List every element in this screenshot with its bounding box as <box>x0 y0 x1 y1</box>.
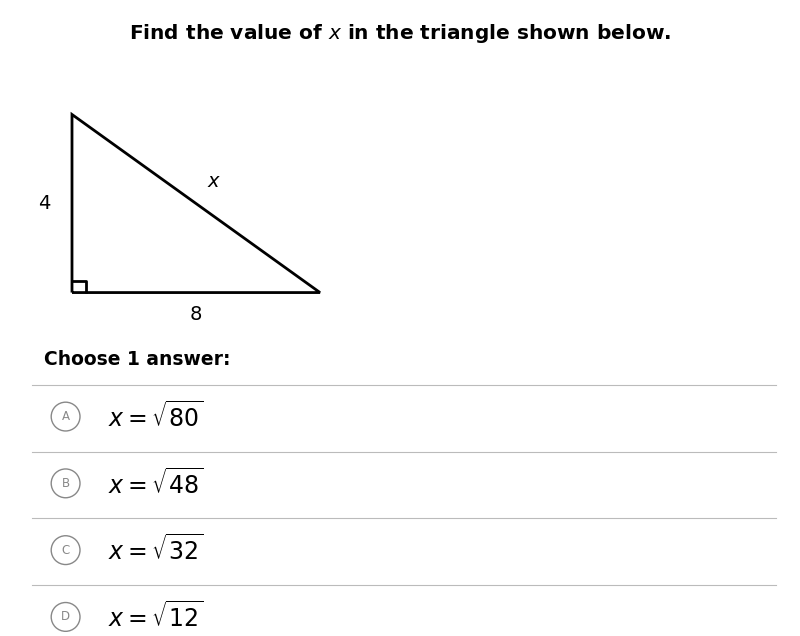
Text: $x = \sqrt{48}$: $x = \sqrt{48}$ <box>108 468 203 499</box>
Text: Choose 1 answer:: Choose 1 answer: <box>44 350 230 369</box>
Text: B: B <box>62 477 70 490</box>
Text: $x = \sqrt{12}$: $x = \sqrt{12}$ <box>108 602 203 632</box>
Text: $x = \sqrt{32}$: $x = \sqrt{32}$ <box>108 535 203 565</box>
Text: A: A <box>62 410 70 423</box>
Text: C: C <box>62 544 70 556</box>
Text: Find the value of $x$ in the triangle shown below.: Find the value of $x$ in the triangle sh… <box>129 22 671 45</box>
Text: $x = \sqrt{80}$: $x = \sqrt{80}$ <box>108 401 203 432</box>
Text: 4: 4 <box>38 194 50 213</box>
Text: 8: 8 <box>190 305 202 324</box>
Text: D: D <box>61 611 70 623</box>
Text: $x$: $x$ <box>207 172 222 191</box>
